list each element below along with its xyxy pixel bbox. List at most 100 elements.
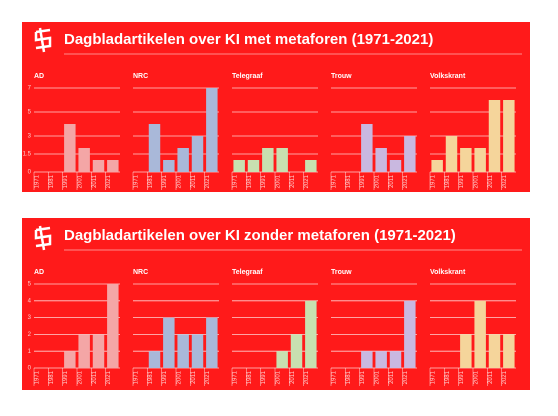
panel-title: AD	[34, 73, 44, 80]
x-tick-label: 1971	[233, 370, 239, 384]
x-tick-label: 2021	[403, 174, 409, 188]
panel-title: Volkskrant	[430, 73, 466, 80]
bar	[488, 100, 501, 172]
bar	[431, 160, 443, 172]
x-tick-label: 2021	[106, 370, 112, 384]
bar	[148, 351, 161, 368]
panel-title: Trouw	[331, 73, 352, 80]
x-tick-label: 1971	[431, 370, 437, 384]
x-tick-label: 1981	[445, 174, 451, 188]
chart-background	[22, 218, 530, 390]
bar	[233, 160, 245, 172]
bar	[276, 148, 288, 172]
x-tick-label: 1981	[247, 174, 253, 188]
bar	[177, 334, 189, 368]
x-tick-label: 1981	[247, 370, 253, 384]
x-tick-label: 1971	[35, 174, 41, 188]
bar	[191, 334, 204, 368]
x-tick-label: 2001	[78, 174, 84, 188]
x-tick-label: 1991	[261, 370, 267, 384]
bar	[361, 124, 373, 172]
chart-background	[22, 22, 530, 192]
panel-title: AD	[34, 269, 44, 276]
y-tick-label: 1.5	[23, 152, 32, 158]
x-tick-label: 2001	[375, 174, 381, 188]
bar	[404, 136, 416, 172]
panel-title: Telegraaf	[232, 269, 263, 276]
bar	[488, 334, 501, 368]
bar	[460, 334, 472, 368]
x-tick-label: 1971	[134, 174, 140, 188]
x-tick-label: 1991	[63, 370, 69, 384]
x-tick-label: 1981	[49, 370, 55, 384]
logo	[34, 27, 52, 53]
bar	[163, 317, 175, 368]
bar	[148, 124, 161, 172]
bar	[404, 300, 416, 368]
bar	[64, 351, 76, 368]
panel-title: NRC	[133, 73, 148, 80]
bar	[177, 148, 189, 172]
bar	[474, 300, 486, 368]
bar	[262, 148, 274, 172]
x-tick-label: 2011	[191, 370, 197, 384]
bar	[78, 334, 90, 368]
x-tick-label: 2001	[177, 174, 183, 188]
x-tick-label: 2001	[474, 370, 480, 384]
bar	[474, 148, 486, 172]
x-tick-label: 2021	[502, 370, 508, 384]
x-tick-label: 1991	[459, 370, 465, 384]
x-tick-label: 1971	[134, 370, 140, 384]
x-tick-label: 1991	[360, 370, 366, 384]
bar	[191, 136, 204, 172]
bar	[375, 351, 387, 368]
panel-title: Telegraaf	[232, 73, 263, 80]
x-tick-label: 1981	[148, 174, 154, 188]
bar	[389, 160, 402, 172]
x-tick-label: 2021	[106, 174, 112, 188]
y-tick-label: 2	[28, 332, 32, 338]
x-tick-label: 1971	[35, 370, 41, 384]
bar	[78, 148, 90, 172]
x-tick-label: 2021	[502, 174, 508, 188]
x-tick-label: 1971	[332, 174, 338, 188]
bar	[361, 351, 373, 368]
bar	[107, 284, 119, 368]
bar	[92, 334, 105, 368]
x-tick-label: 1991	[162, 174, 168, 188]
x-tick-label: 2011	[92, 174, 98, 188]
logo	[34, 225, 52, 251]
bar	[503, 334, 515, 368]
y-tick-label: 5	[28, 110, 32, 116]
bar	[92, 160, 105, 172]
x-tick-label: 2011	[389, 174, 395, 188]
x-tick-label: 2011	[92, 370, 98, 384]
bar	[375, 148, 387, 172]
bar	[305, 300, 317, 368]
y-tick-label: 3	[28, 134, 32, 140]
x-tick-label: 2001	[474, 174, 480, 188]
y-tick-label: 5	[28, 282, 32, 288]
bar	[460, 148, 472, 172]
x-tick-label: 2021	[403, 370, 409, 384]
panel-title: Trouw	[331, 269, 352, 276]
bar	[305, 160, 317, 172]
x-tick-label: 2021	[205, 370, 211, 384]
x-tick-label: 2001	[276, 370, 282, 384]
x-tick-label: 1991	[162, 370, 168, 384]
x-tick-label: 1991	[360, 174, 366, 188]
x-tick-label: 1981	[148, 370, 154, 384]
y-tick-label: 0	[28, 366, 32, 372]
x-tick-label: 2001	[276, 174, 282, 188]
bar	[206, 317, 218, 368]
x-tick-label: 2011	[191, 174, 197, 188]
x-tick-label: 1971	[431, 174, 437, 188]
x-tick-label: 2011	[389, 370, 395, 384]
bar	[206, 88, 218, 172]
x-tick-label: 1991	[261, 174, 267, 188]
y-tick-label: 3	[28, 315, 32, 321]
x-tick-label: 2011	[290, 174, 296, 188]
x-tick-label: 2021	[304, 174, 310, 188]
x-tick-label: 1981	[346, 370, 352, 384]
bar	[389, 351, 402, 368]
